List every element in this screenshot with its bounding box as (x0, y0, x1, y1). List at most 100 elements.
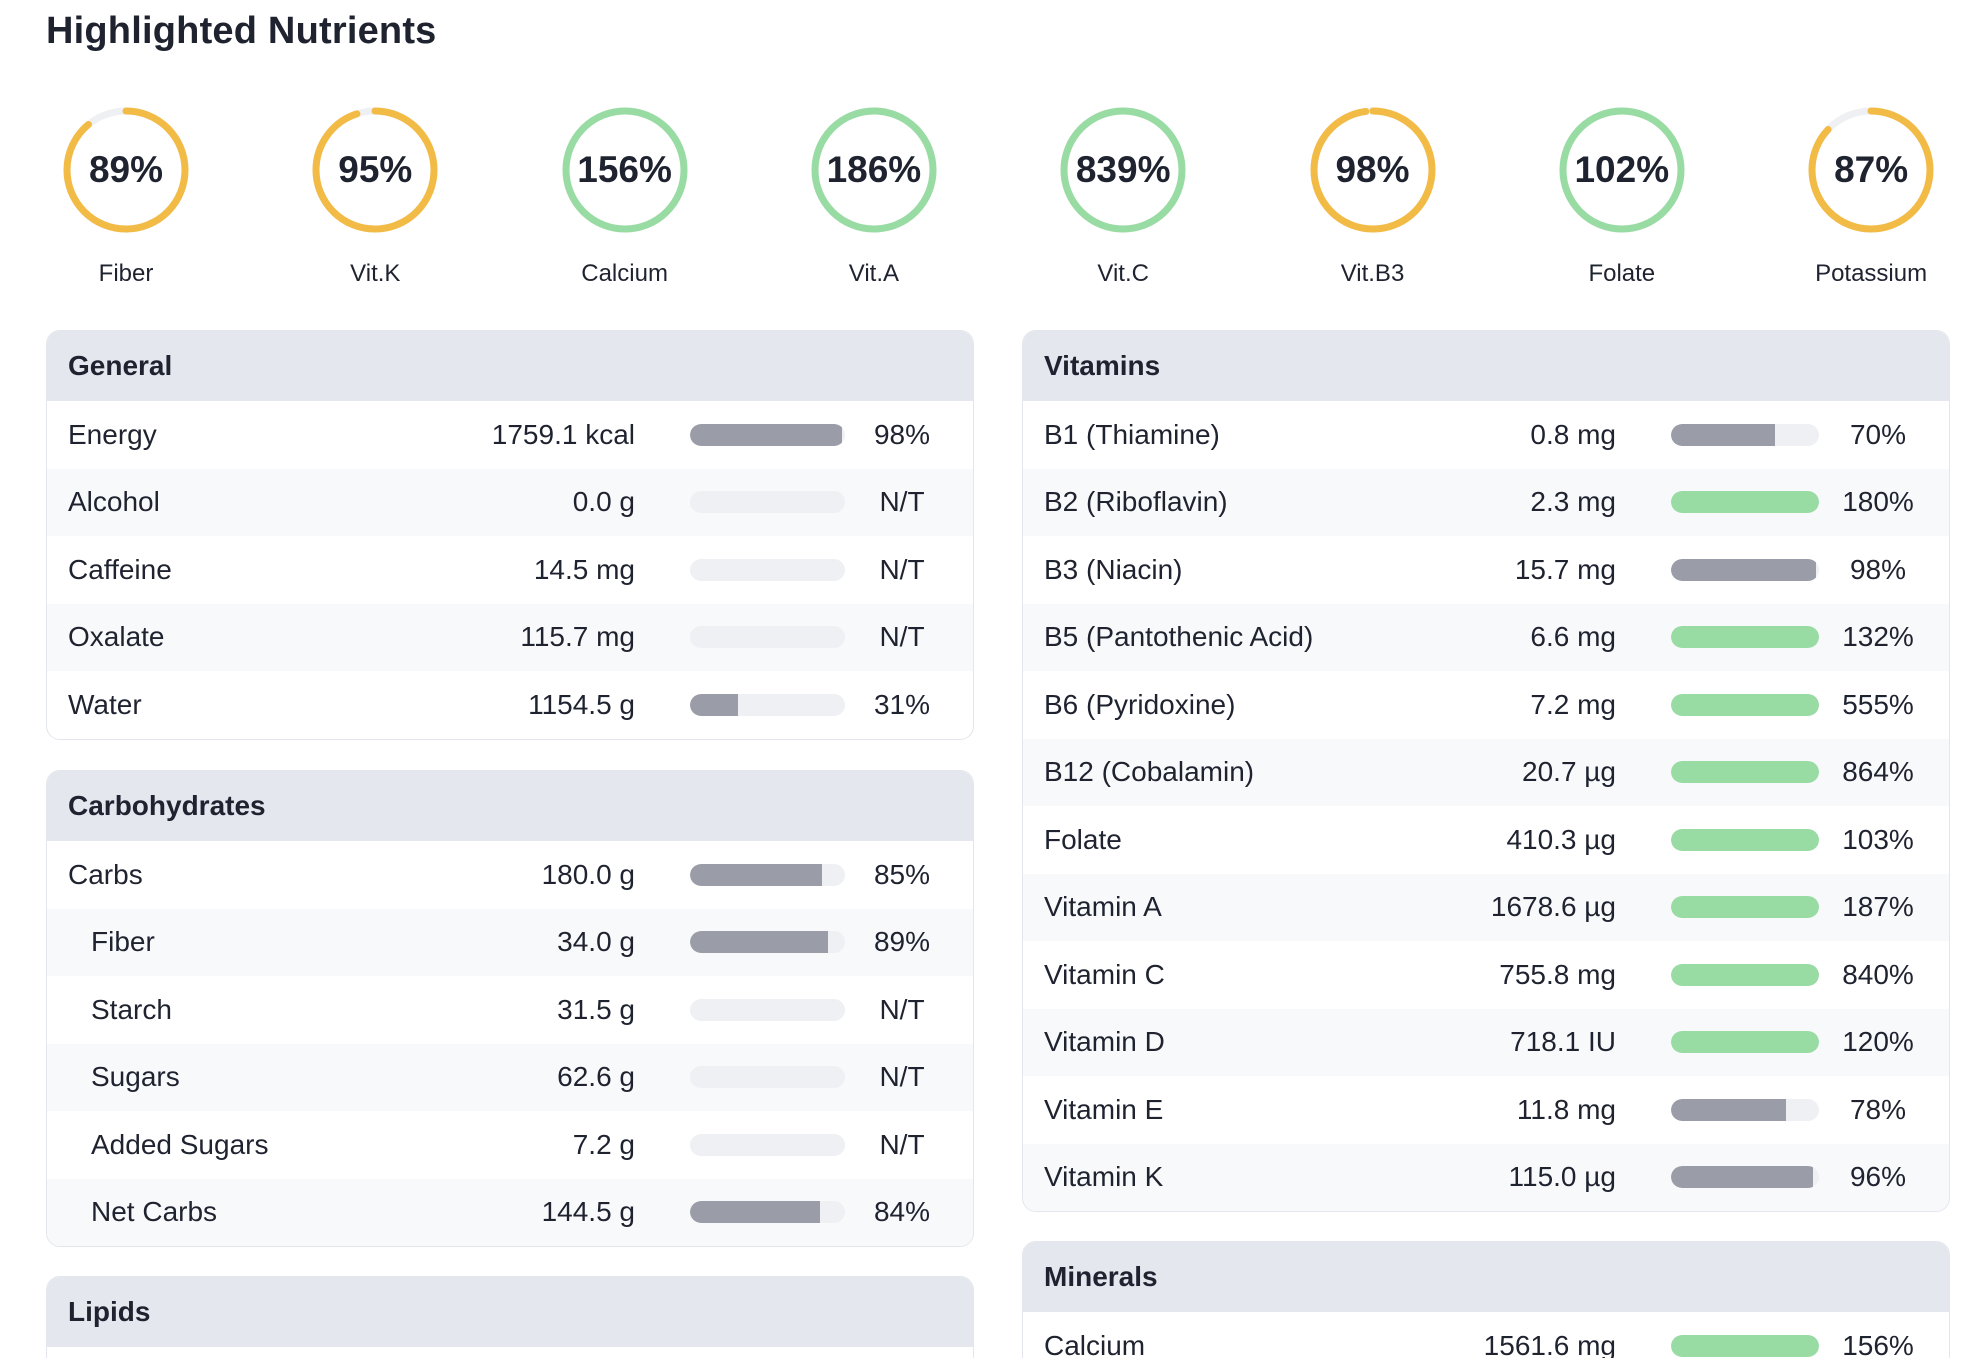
nutrient-percent: 187% (1842, 891, 1914, 923)
nutrient-row[interactable]: Water 1154.5 g 31% (47, 671, 973, 739)
nutrient-row[interactable]: Fiber 34.0 g 89% (47, 908, 973, 976)
nutrient-amount: 410.3 µg (1506, 823, 1616, 855)
ring-potassium[interactable]: 87% Potassium (1791, 90, 1951, 287)
ring-value: 89% (88, 149, 164, 190)
nutrient-row[interactable]: Added Sugars 7.2 g N/T (47, 1111, 973, 1179)
ring-label: Fiber (98, 260, 154, 287)
nutrient-amount: 1154.5 g (528, 688, 635, 720)
vitamins-card-header[interactable]: Vitamins (1023, 331, 1949, 401)
nutrient-progress-fill (1671, 828, 1819, 851)
nutrient-progress (1671, 1312, 1819, 1358)
nutrient-name: Vitamin E (1044, 1093, 1164, 1125)
lipids-card-header[interactable]: Lipids (47, 1277, 973, 1347)
nutrient-name: Added Sugars (91, 1128, 269, 1160)
nutrient-row[interactable]: B3 (Niacin) 15.7 mg 98% (1023, 536, 1949, 604)
ring-folate[interactable]: 102% Folate (1542, 90, 1702, 287)
page-title: Highlighted Nutrients (46, 10, 437, 52)
ring-value: 186% (826, 149, 922, 190)
nutrient-row[interactable]: Caffeine 14.5 mg N/T (47, 536, 973, 604)
ring-label: Calcium (581, 260, 668, 287)
nutrient-progress (1671, 1144, 1819, 1212)
nutrient-percent: 555% (1842, 688, 1914, 720)
nutrient-progress (690, 536, 845, 604)
nutrient-percent: 31% (873, 688, 931, 720)
nutrient-name: Vitamin D (1044, 1026, 1165, 1058)
nutrient-progress-fill (1671, 423, 1775, 446)
nutrient-amount: 7.2 g (572, 1128, 635, 1160)
ring-label: Vit.K (350, 260, 401, 287)
nutrient-name: Caffeine (68, 553, 172, 585)
nutrient-progress (1671, 536, 1819, 604)
nutrient-row[interactable]: B2 (Riboflavin) 2.3 mg 180% (1023, 468, 1949, 536)
nutrient-progress (1671, 1009, 1819, 1077)
ring-label: Potassium (1815, 260, 1928, 287)
nutrient-name: Water (68, 688, 142, 720)
ring-gauge (1808, 107, 1934, 233)
nutrient-name: Energy (68, 418, 157, 450)
ring-vit-b3[interactable]: 98% Vit.B3 (1293, 90, 1453, 287)
nutrient-percent: 98% (873, 418, 931, 450)
nutrient-row[interactable]: Sugars 62.6 g N/T (47, 1043, 973, 1112)
nutrient-row[interactable]: Oxalate 115.7 mg N/T (47, 603, 973, 672)
nutrient-row[interactable]: B1 (Thiamine) 0.8 mg 70% (1023, 401, 1949, 469)
nutrient-progress (690, 604, 845, 672)
carbohydrates-card: Carbohydrates Carbs 180.0 g 85% Fiber 34.0 g… (46, 770, 974, 1247)
nutrient-progress (690, 1044, 845, 1112)
nutrient-progress (1671, 941, 1819, 1009)
nutrient-progress-fill (1671, 1031, 1819, 1054)
nutrient-row[interactable]: Vitamin K 115.0 µg 96% (1023, 1143, 1949, 1212)
nutrient-row[interactable]: Energy 1759.1 kcal 98% (47, 401, 973, 469)
ring-gauge (1060, 107, 1186, 233)
nutrient-name: B12 (Cobalamin) (1044, 756, 1255, 788)
nutrient-progress (1671, 401, 1819, 469)
general-card-header[interactable]: General (47, 331, 973, 401)
ring-vit-a[interactable]: 186% Vit.A (794, 90, 954, 287)
nutrient-row[interactable]: Folate 410.3 µg 103% (1023, 806, 1949, 874)
nutrient-progress (690, 1111, 845, 1179)
nutrient-row[interactable]: Vitamin A 1678.6 µg 187% (1023, 873, 1949, 941)
ring-calcium[interactable]: 156% Calcium (545, 90, 705, 287)
nutrient-progress-fill (1671, 1098, 1787, 1121)
ring-vit-c[interactable]: 839% Vit.C (1043, 90, 1203, 287)
nutrient-row[interactable]: B12 (Cobalamin) 20.7 µg 864% (1023, 738, 1949, 806)
nutrient-amount: 15.7 mg (1514, 553, 1616, 585)
ring-vit-k[interactable]: 95% Vit.K (295, 90, 455, 287)
nutrient-row[interactable]: Net Carbs 144.5 g 84% (47, 1178, 973, 1246)
ring-value: 839% (1075, 149, 1171, 190)
ring-label: Folate (1588, 260, 1656, 287)
nutrient-row[interactable]: Calcium 1561.6 mg 156% (1023, 1312, 1949, 1358)
nutrient-progress-fill (690, 693, 739, 716)
ring-label: Vit.B3 (1340, 260, 1405, 287)
nutrient-row[interactable]: B6 (Pyridoxine) 7.2 mg 555% (1023, 671, 1949, 739)
nutrient-amount: 1678.6 µg (1490, 891, 1616, 923)
nutrient-name: Alcohol (68, 486, 160, 518)
nutrient-percent: 78% (1849, 1093, 1907, 1125)
nutrient-percent: N/T (879, 993, 925, 1025)
nutrient-name: Oxalate (68, 621, 165, 653)
nutrient-percent: N/T (879, 621, 925, 653)
nutrient-name: Carbs (68, 858, 143, 890)
nutrient-row[interactable]: Alcohol 0.0 g N/T (47, 468, 973, 536)
nutrient-percent: N/T (879, 486, 925, 518)
nutrient-row[interactable]: B5 (Pantothenic Acid) 6.6 mg 132% (1023, 603, 1949, 671)
nutrient-row[interactable]: Carbs 180.0 g 85% (47, 841, 973, 909)
nutrient-amount: 180.0 g (541, 858, 635, 890)
nutrient-amount: 115.0 µg (1508, 1161, 1616, 1193)
nutrient-amount: 0.8 mg (1530, 418, 1616, 450)
nutrient-name: Vitamin C (1044, 958, 1165, 990)
minerals-card-header[interactable]: Minerals (1023, 1242, 1949, 1312)
carbohydrates-card-header[interactable]: Carbohydrates (47, 771, 973, 841)
ring-fiber[interactable]: 89% Fiber (46, 90, 206, 287)
nutrient-row[interactable]: Vitamin C 755.8 mg 840% (1023, 941, 1949, 1009)
nutrient-row[interactable]: Vitamin E 11.8 mg 78% (1023, 1076, 1949, 1144)
nutrient-row[interactable]: Vitamin D 718.1 IU 120% (1023, 1008, 1949, 1077)
nutrient-amount: 14.5 mg (533, 553, 635, 585)
nutrient-percent: 840% (1842, 958, 1914, 990)
nutrient-row[interactable]: Starch 31.5 g N/T (47, 976, 973, 1044)
nutrient-amount: 144.5 g (541, 1196, 635, 1228)
lipids-card: Lipids (46, 1276, 974, 1358)
highlighted-nutrients-rings: 89% Fiber 95% Vit.K 156% Calcium 186% Vit.A 839%… (46, 90, 1966, 300)
nutrient-amount: 62.6 g (557, 1061, 635, 1093)
nutrient-name: Starch (91, 993, 172, 1025)
nutrient-progress (1671, 806, 1819, 874)
